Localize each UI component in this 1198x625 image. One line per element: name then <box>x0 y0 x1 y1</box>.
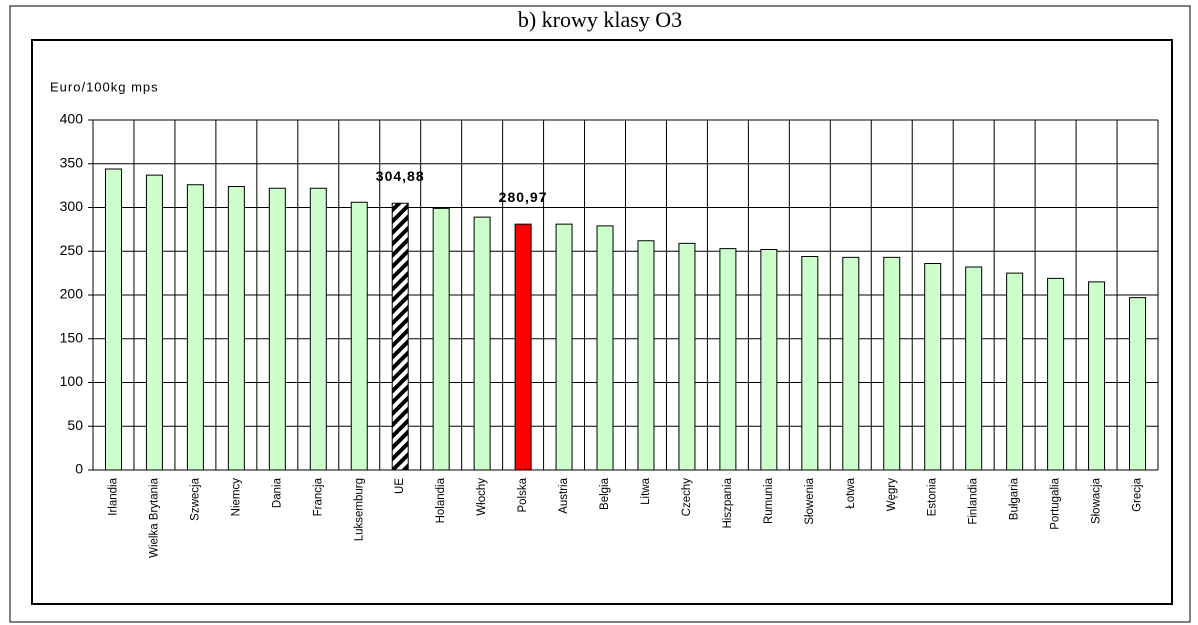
x-tick-label: Słowenia <box>804 477 816 524</box>
x-tick-label: Austria <box>558 477 570 513</box>
x-tick-label: Portugalia <box>1050 477 1062 529</box>
bar <box>432 207 450 471</box>
x-tick-label: Niemcy <box>230 478 242 517</box>
y-axis-label: Euro/100kg mps <box>50 79 159 94</box>
x-tick-label: Węgry <box>886 478 898 511</box>
bar <box>473 216 491 471</box>
bar <box>719 248 737 471</box>
y-tick-label: 150 <box>60 329 84 345</box>
x-tick-label: Grecja <box>1132 477 1144 511</box>
x-tick-label: Luksemburg <box>353 478 365 541</box>
y-tick-label: 250 <box>60 242 84 258</box>
chart-frame <box>31 39 1173 605</box>
y-tick-label: 400 <box>60 111 84 127</box>
y-tick-label: 200 <box>60 286 84 302</box>
x-tick-label: Holandia <box>435 477 447 523</box>
x-tick-label: Łotwa <box>845 477 857 508</box>
x-tick-label: Polska <box>517 477 529 512</box>
bar <box>514 223 532 471</box>
bar <box>678 242 696 471</box>
bar <box>227 186 245 471</box>
bar <box>801 256 819 471</box>
x-tick-label: Włochy <box>476 478 488 516</box>
bar <box>1129 297 1147 471</box>
bar <box>842 256 860 471</box>
outer-frame <box>9 5 1191 623</box>
data-label: 280,97 <box>499 189 548 205</box>
x-tick-label: Szwecja <box>189 477 201 520</box>
bar <box>883 256 901 471</box>
bar <box>596 225 614 471</box>
x-tick-label: Słowacja <box>1091 477 1103 524</box>
x-tick-label: Finlandia <box>968 477 980 524</box>
bar <box>104 168 122 471</box>
x-tick-label: Francja <box>312 477 324 516</box>
chart-title: b) krowy klasy O3 <box>518 7 682 32</box>
x-tick-label: Estonia <box>927 477 939 516</box>
x-tick-label: UE <box>394 478 406 494</box>
bar <box>145 174 163 471</box>
bar <box>1006 272 1024 471</box>
bar <box>1088 281 1106 471</box>
bar <box>350 201 368 471</box>
y-tick-label: 300 <box>60 198 84 214</box>
bar <box>1047 277 1065 471</box>
y-tick-label: 50 <box>67 417 83 433</box>
x-tick-label: Irlandia <box>108 477 120 515</box>
bar <box>391 202 409 471</box>
x-tick-label: Rumunia <box>763 477 775 524</box>
x-tick-label: Belgia <box>599 477 611 510</box>
y-tick-label: 350 <box>60 154 84 170</box>
bar <box>309 187 327 471</box>
x-tick-label: Czechy <box>681 478 693 517</box>
x-tick-label: Dania <box>271 477 283 508</box>
bar <box>760 249 778 471</box>
bar <box>186 184 204 471</box>
bar <box>637 240 655 471</box>
bar <box>965 266 983 471</box>
data-label: 304,88 <box>376 168 425 184</box>
bar <box>924 263 942 471</box>
bar <box>555 223 573 471</box>
x-tick-label: Litwa <box>640 477 652 504</box>
x-tick-label: Bułgaria <box>1009 477 1021 520</box>
y-tick-label: 0 <box>75 461 83 477</box>
bar <box>268 187 286 471</box>
x-tick-label: Hiszpania <box>722 477 734 528</box>
y-tick-label: 100 <box>60 373 84 389</box>
x-tick-label: Wielka Brytania <box>148 477 160 557</box>
